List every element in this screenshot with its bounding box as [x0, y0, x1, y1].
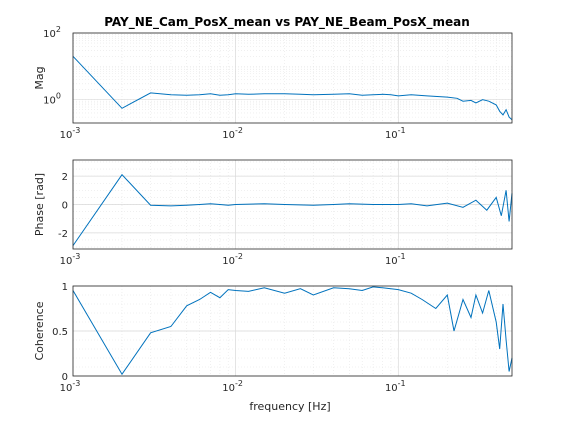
y-tick-label: 102	[43, 25, 61, 40]
plot-area	[73, 33, 512, 123]
series-line	[72, 173, 513, 246]
y-tick-label: 100	[43, 92, 61, 107]
x-tick-label: 10-1	[385, 126, 406, 141]
y-axis-label: Phase [rad]	[33, 173, 46, 236]
x-tick-label: 10-2	[222, 379, 243, 394]
y-tick-label: 2	[62, 172, 68, 183]
magnitude-panel: 10-3 10-2 10-1 100 102 Mag	[33, 25, 513, 141]
y-tick-label: 0	[62, 372, 68, 383]
x-tick-label: 10-1	[385, 252, 406, 267]
y-axis-label: Mag	[33, 66, 46, 89]
x-tick-label: 10-2	[222, 126, 243, 141]
x-axis-label: frequency [Hz]	[249, 400, 330, 413]
phase-panel: 10-3 10-2 10-1 -2 0 2 Phase [rad]	[33, 159, 513, 267]
x-tick-label: 10-2	[222, 252, 243, 267]
y-tick-label: 0.5	[52, 327, 68, 338]
y-axis-label: Coherence	[33, 301, 46, 360]
axes-box	[72, 159, 513, 250]
y-tick-label: 0	[62, 201, 68, 212]
x-tick-label: 10-1	[385, 379, 406, 394]
figure-title: PAY_NE_Cam_PosX_mean vs PAY_NE_Beam_PosX…	[104, 15, 470, 30]
axes-box	[72, 285, 513, 377]
y-tick-label: -2	[58, 229, 68, 240]
series-line	[72, 286, 513, 376]
coherence-panel: 10-3 10-2 10-1 0 0.5 1 Coherence	[33, 282, 513, 394]
x-tick-label: 10-3	[60, 379, 81, 394]
axes-box	[72, 32, 513, 124]
y-tick-label: 1	[62, 282, 68, 293]
x-tick-label: 10-3	[60, 252, 81, 267]
series-line	[72, 55, 513, 121]
x-tick-label: 10-3	[60, 126, 81, 141]
